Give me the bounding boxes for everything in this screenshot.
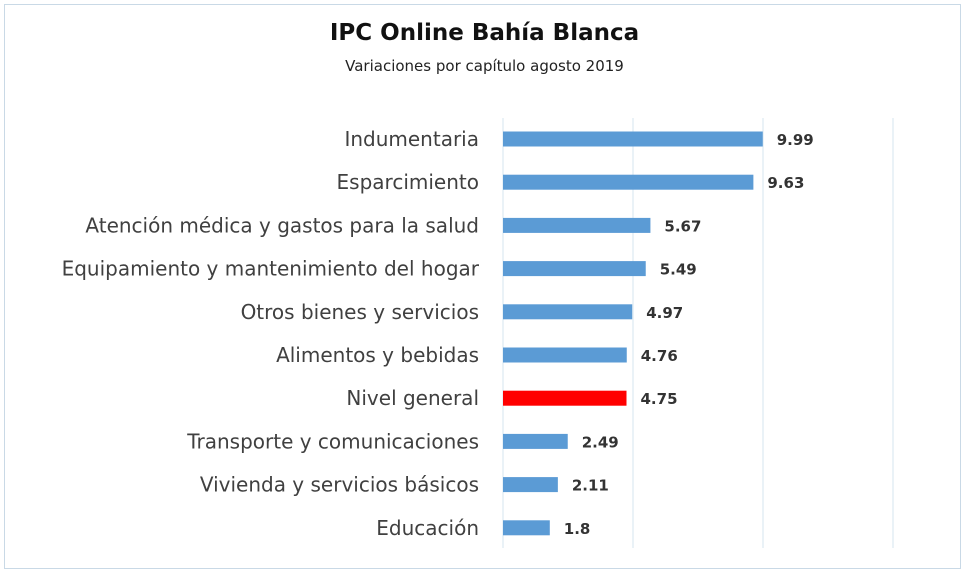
data-label: 5.67 — [664, 217, 701, 235]
category-labels: Indumentaria Esparcimiento Atención médica… — [62, 127, 480, 540]
chart-frame — [4, 4, 961, 569]
category-label: Esparcimiento — [337, 170, 479, 194]
data-label: 4.97 — [646, 304, 683, 322]
data-label: 1.8 — [564, 520, 591, 538]
bar — [503, 131, 763, 147]
data-label: 4.75 — [641, 390, 678, 408]
data-label: 9.99 — [777, 131, 814, 149]
data-label: 5.49 — [660, 261, 697, 279]
data-label: 4.76 — [641, 347, 678, 365]
category-label: Otros bienes y servicios — [241, 300, 479, 324]
category-label: Transporte y comunicaciones — [186, 429, 479, 453]
value-labels: 9.99 9.63 5.67 5.49 4.97 4.76 4.75 2.49 2.11 1.8 — [564, 131, 814, 538]
data-label: 2.11 — [572, 477, 609, 495]
bar — [503, 174, 754, 190]
category-label: Alimentos y bebidas — [276, 343, 479, 367]
category-label: Equipamiento y mantenimiento del hogar — [62, 257, 480, 281]
bar — [503, 304, 633, 320]
chart-title: IPC Online Bahía Blanca — [329, 20, 640, 46]
bar — [503, 390, 627, 406]
category-label: Nivel general — [346, 386, 479, 410]
chart-subtitle: Variaciones por capítulo agosto 2019 — [345, 57, 624, 75]
category-label: Indumentaria — [344, 127, 479, 151]
bar — [503, 520, 550, 536]
bar — [503, 217, 651, 233]
category-label: Atención médica y gastos para la salud — [85, 213, 479, 237]
category-label: Vivienda y servicios básicos — [200, 473, 479, 497]
data-label: 9.63 — [767, 174, 804, 192]
bar — [503, 261, 646, 277]
bar — [503, 347, 627, 363]
bar — [503, 477, 558, 493]
data-label: 2.49 — [582, 433, 619, 451]
bar — [503, 433, 568, 449]
category-label: Educación — [376, 516, 479, 540]
bars — [503, 131, 763, 536]
